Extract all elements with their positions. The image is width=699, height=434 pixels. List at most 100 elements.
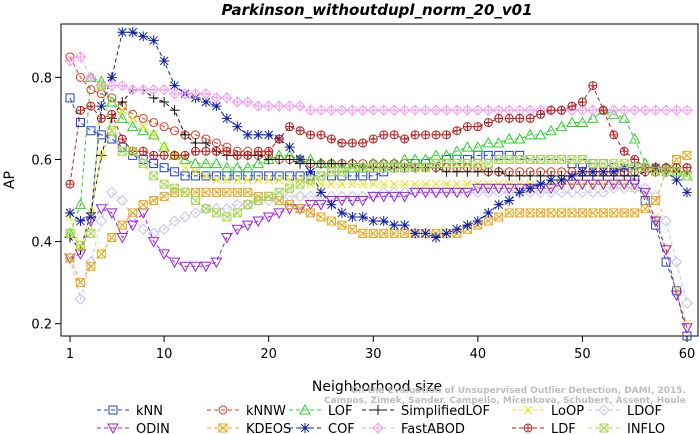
data-point-knnw	[159, 122, 169, 132]
y-tick-label: 0.4	[31, 236, 52, 251]
data-point-lof	[221, 161, 233, 173]
data-point-inflo	[379, 163, 389, 173]
data-point-cof	[577, 166, 588, 177]
data-point-lof	[137, 124, 150, 136]
data-point-fastabod	[357, 104, 369, 116]
data-point-loop	[463, 179, 472, 189]
data-point-fastabod	[137, 83, 149, 96]
data-point-fastabod	[200, 88, 212, 100]
data-point-odin	[241, 220, 254, 232]
data-point-odin	[660, 245, 672, 256]
data-point-odin	[210, 257, 223, 269]
data-point-loop	[452, 179, 462, 189]
data-point-kdeos	[358, 228, 368, 238]
data-point-inflo	[567, 154, 577, 164]
data-point-kdeos	[515, 208, 525, 218]
data-point-ldf	[557, 105, 567, 115]
data-point-inflo	[651, 167, 661, 177]
data-point-kdeos	[494, 212, 504, 222]
data-point-inflo	[630, 163, 640, 173]
legend-label-lof: LOF	[328, 404, 353, 419]
data-point-ldf	[326, 134, 336, 144]
data-point-simplifiedlof	[483, 166, 494, 177]
series-layer	[64, 27, 693, 341]
data-point-simplifiedlof	[451, 166, 462, 177]
data-point-fastabod	[273, 100, 285, 112]
data-point-kdeos	[651, 196, 661, 206]
data-point-ldf	[598, 105, 608, 115]
data-point-ldof	[116, 194, 128, 207]
data-point-fastabod	[649, 104, 662, 116]
data-point-ldf	[274, 134, 284, 144]
data-point-inflo	[86, 228, 96, 238]
data-point-odin	[377, 191, 390, 203]
data-point-ldof	[273, 190, 285, 203]
data-point-cof	[535, 179, 546, 190]
data-point-cof	[368, 216, 379, 227]
data-point-odin	[670, 290, 683, 301]
data-point-fastabod	[378, 104, 390, 116]
data-point-odin	[262, 212, 275, 223]
data-point-loop	[149, 130, 159, 140]
data-point-simplifiedlof	[504, 170, 515, 181]
legend-marker-knnw	[218, 405, 228, 415]
data-point-cof	[671, 175, 682, 185]
data-point-inflo	[295, 179, 305, 189]
data-point-knn	[65, 93, 75, 103]
data-point-cof	[295, 154, 306, 165]
data-point-kdeos	[546, 208, 556, 218]
data-point-ldof	[294, 190, 306, 203]
data-point-inflo	[347, 163, 357, 173]
legend-item-cof: COF	[289, 422, 355, 434]
data-point-lof	[74, 198, 87, 210]
data-point-cof	[326, 199, 337, 210]
data-point-kdeos	[567, 208, 577, 218]
data-point-cof	[566, 170, 577, 181]
data-point-inflo	[180, 187, 190, 197]
data-point-odin	[482, 183, 495, 195]
series-ldof	[64, 182, 693, 309]
data-point-ldf	[441, 130, 451, 140]
legend-marker-lof	[299, 403, 311, 415]
data-point-kdeos	[75, 278, 85, 288]
data-point-lof	[555, 120, 568, 132]
data-point-loop	[431, 179, 441, 189]
data-point-lof	[534, 128, 547, 140]
data-point-cof	[242, 129, 253, 140]
data-point-ldf	[316, 130, 326, 140]
data-point-ldf	[211, 146, 221, 156]
data-point-ldf	[483, 118, 493, 128]
data-point-ldof	[221, 203, 233, 215]
data-point-fastabod	[231, 96, 244, 108]
data-point-ldof	[283, 190, 296, 203]
data-point-fastabod	[618, 104, 630, 116]
data-point-simplifiedlof	[159, 97, 170, 107]
data-point-ldof	[482, 186, 495, 199]
data-point-inflo	[421, 163, 431, 173]
data-point-kdeos	[347, 224, 357, 234]
data-point-loop	[243, 175, 253, 185]
data-point-lof	[241, 161, 254, 173]
legend-marker-simplifiedlof	[373, 405, 383, 415]
legend-item-simplifiedlof: SimplifiedLOF	[362, 404, 490, 419]
data-point-odin	[419, 187, 432, 199]
data-point-kdeos	[525, 208, 535, 218]
legend-item-fastabod: FastABOD	[362, 422, 465, 434]
legend-label-cof: COF	[328, 422, 355, 434]
data-point-kdeos	[128, 208, 138, 218]
data-point-ldof	[378, 186, 390, 199]
data-point-ldof	[670, 256, 683, 268]
data-point-kdeos	[86, 261, 96, 271]
data-point-odin	[513, 183, 526, 195]
data-point-inflo	[682, 171, 692, 181]
data-point-cof	[148, 35, 159, 46]
data-point-loop	[159, 142, 169, 152]
data-point-kdeos	[598, 208, 608, 218]
data-point-odin	[273, 208, 286, 219]
data-point-fastabod	[336, 104, 348, 116]
data-point-ldof	[127, 211, 139, 223]
data-point-odin	[346, 196, 359, 207]
data-point-loop	[212, 175, 221, 185]
data-point-kdeos	[483, 216, 493, 226]
data-point-simplifiedlof	[514, 170, 525, 181]
